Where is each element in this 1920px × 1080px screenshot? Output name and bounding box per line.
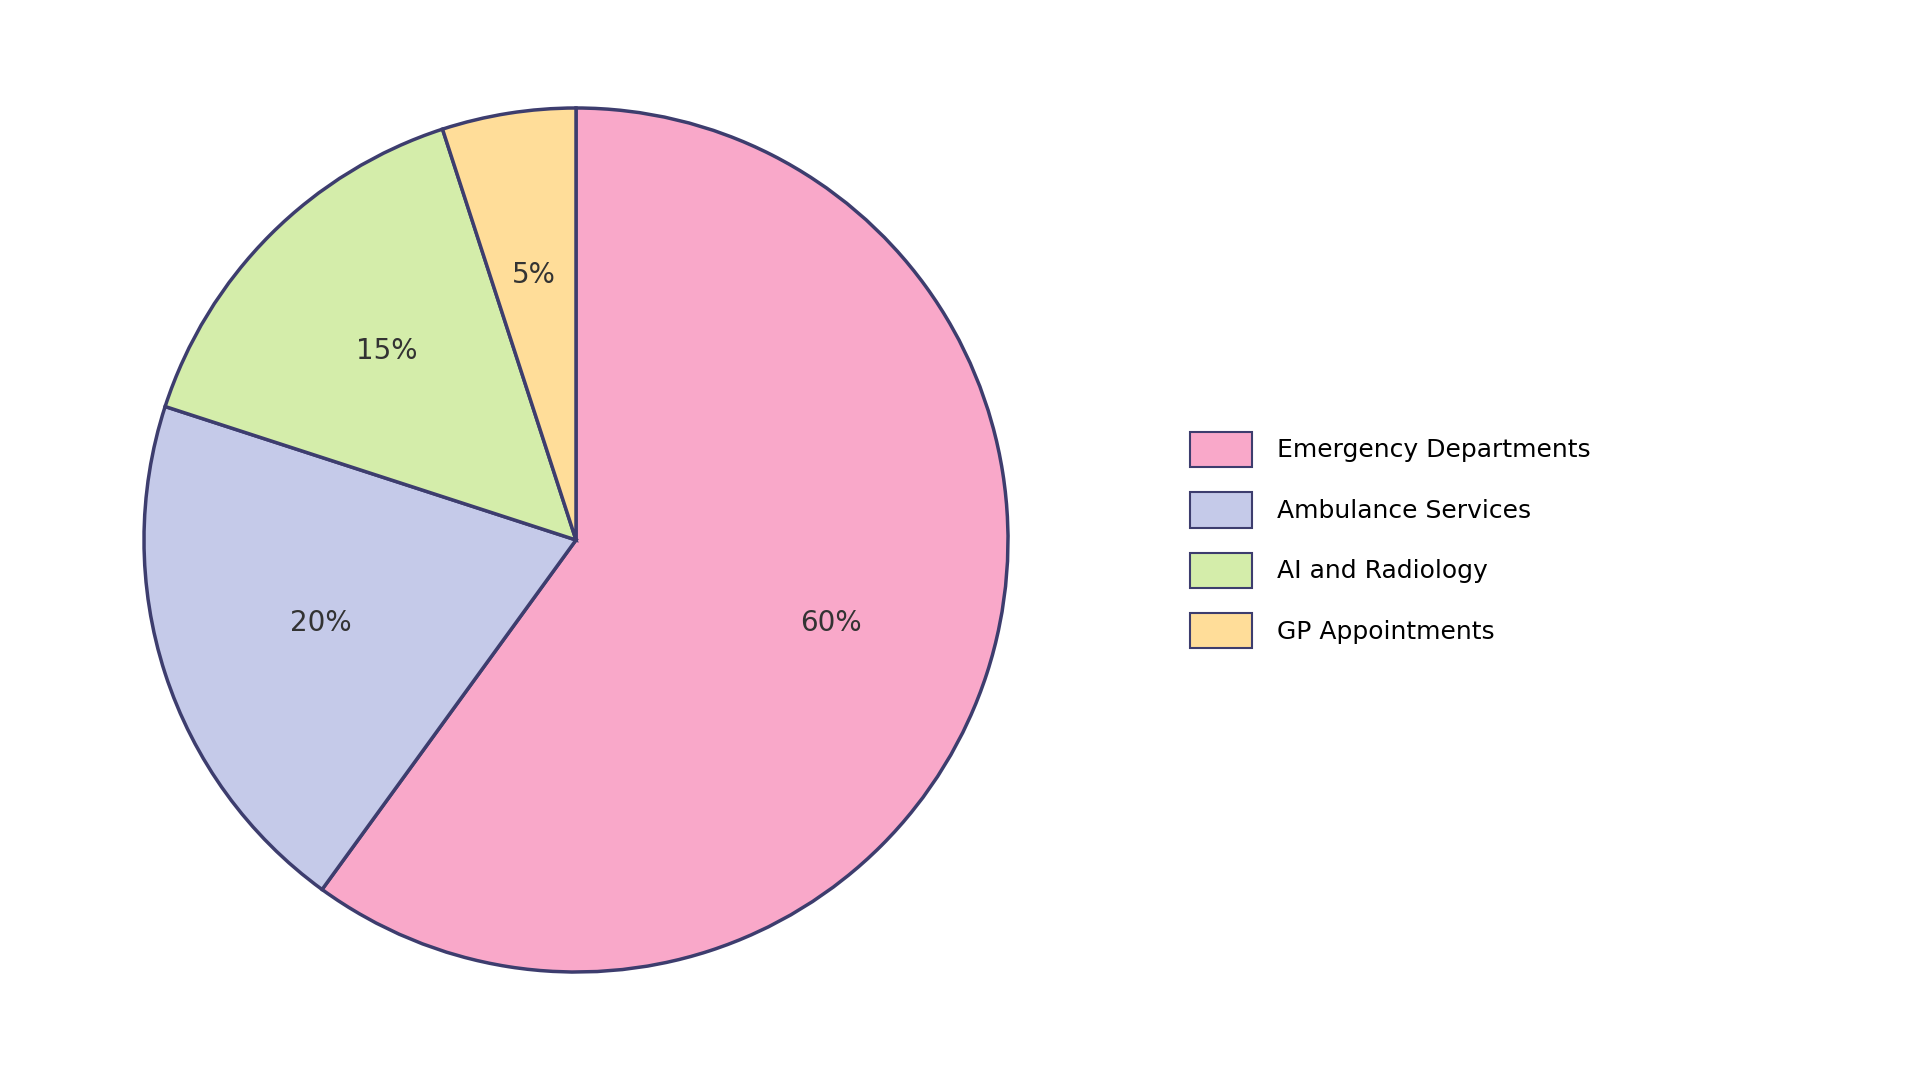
- Text: 60%: 60%: [801, 609, 862, 637]
- Wedge shape: [144, 406, 576, 890]
- Wedge shape: [323, 108, 1008, 972]
- Wedge shape: [442, 108, 576, 540]
- Wedge shape: [165, 130, 576, 540]
- Text: 5%: 5%: [513, 261, 557, 289]
- Text: 15%: 15%: [355, 337, 417, 365]
- Legend: Emergency Departments, Ambulance Services, AI and Radiology, GP Appointments: Emergency Departments, Ambulance Service…: [1165, 407, 1615, 673]
- Text: 20%: 20%: [290, 609, 351, 637]
